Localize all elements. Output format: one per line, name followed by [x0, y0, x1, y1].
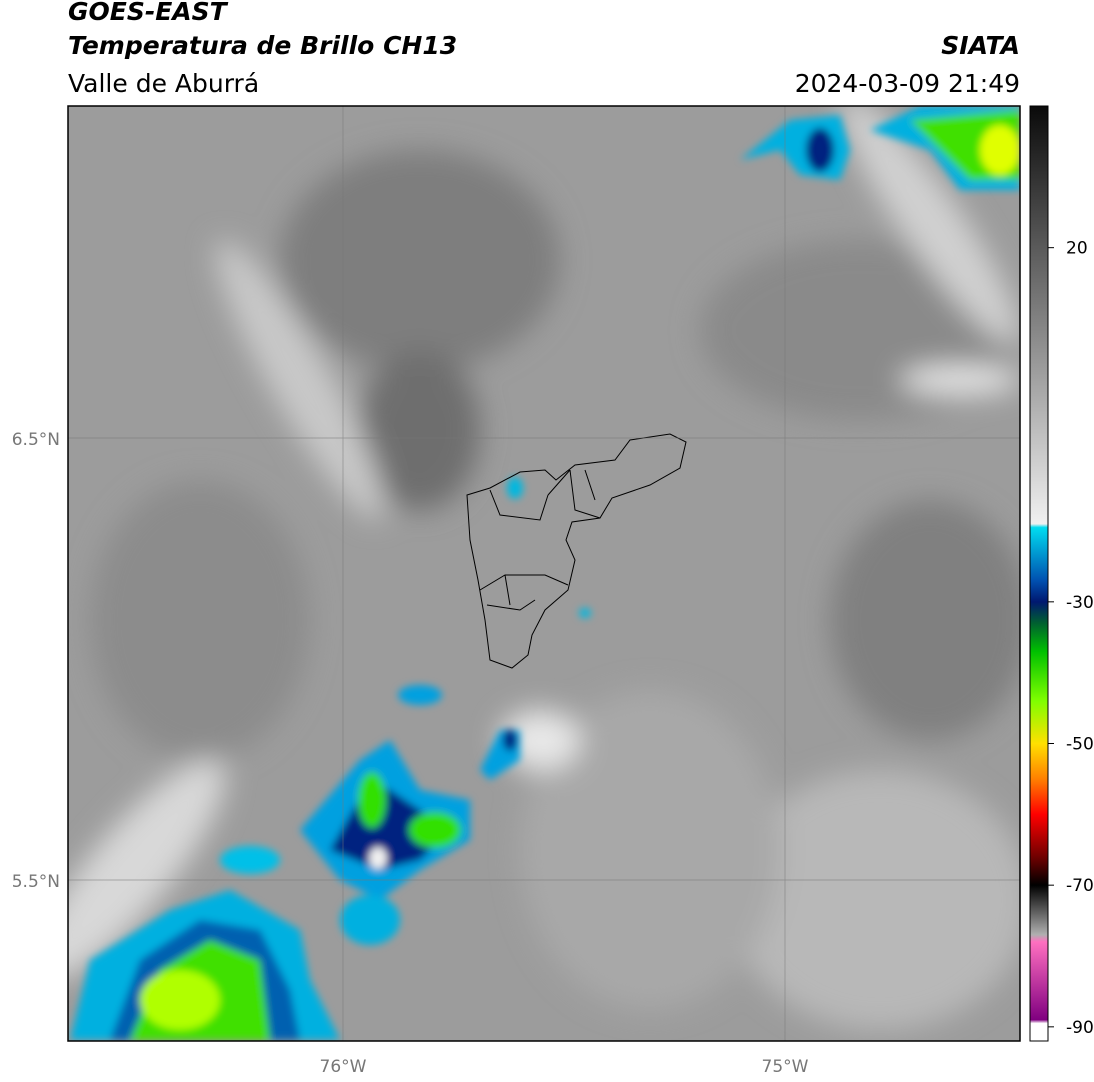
agency: SIATA — [941, 31, 1020, 60]
datetime: 2024-03-09 21:49 — [795, 69, 1020, 98]
lon-label: 75°W — [762, 1057, 809, 1077]
colorbar-tick-label: 20 — [1066, 239, 1088, 259]
map-frame — [67, 105, 1021, 1042]
colorbar-tick-label: -50 — [1066, 735, 1094, 755]
colorbar-tick-label: -90 — [1066, 1018, 1094, 1038]
colorbar-tick-label: -70 — [1066, 876, 1094, 896]
colorbar — [1029, 105, 1049, 1042]
colorbar-tick-label: -30 — [1066, 593, 1094, 613]
lat-label: 5.5°N — [12, 872, 60, 892]
satellite: GOES-EAST — [68, 0, 229, 26]
product: Temperatura de Brillo CH13 — [68, 31, 457, 60]
region: Valle de Aburrá — [68, 69, 259, 98]
lon-label: 76°W — [320, 1057, 367, 1077]
satellite-image — [68, 106, 1020, 1041]
lat-label: 6.5°N — [12, 430, 60, 450]
